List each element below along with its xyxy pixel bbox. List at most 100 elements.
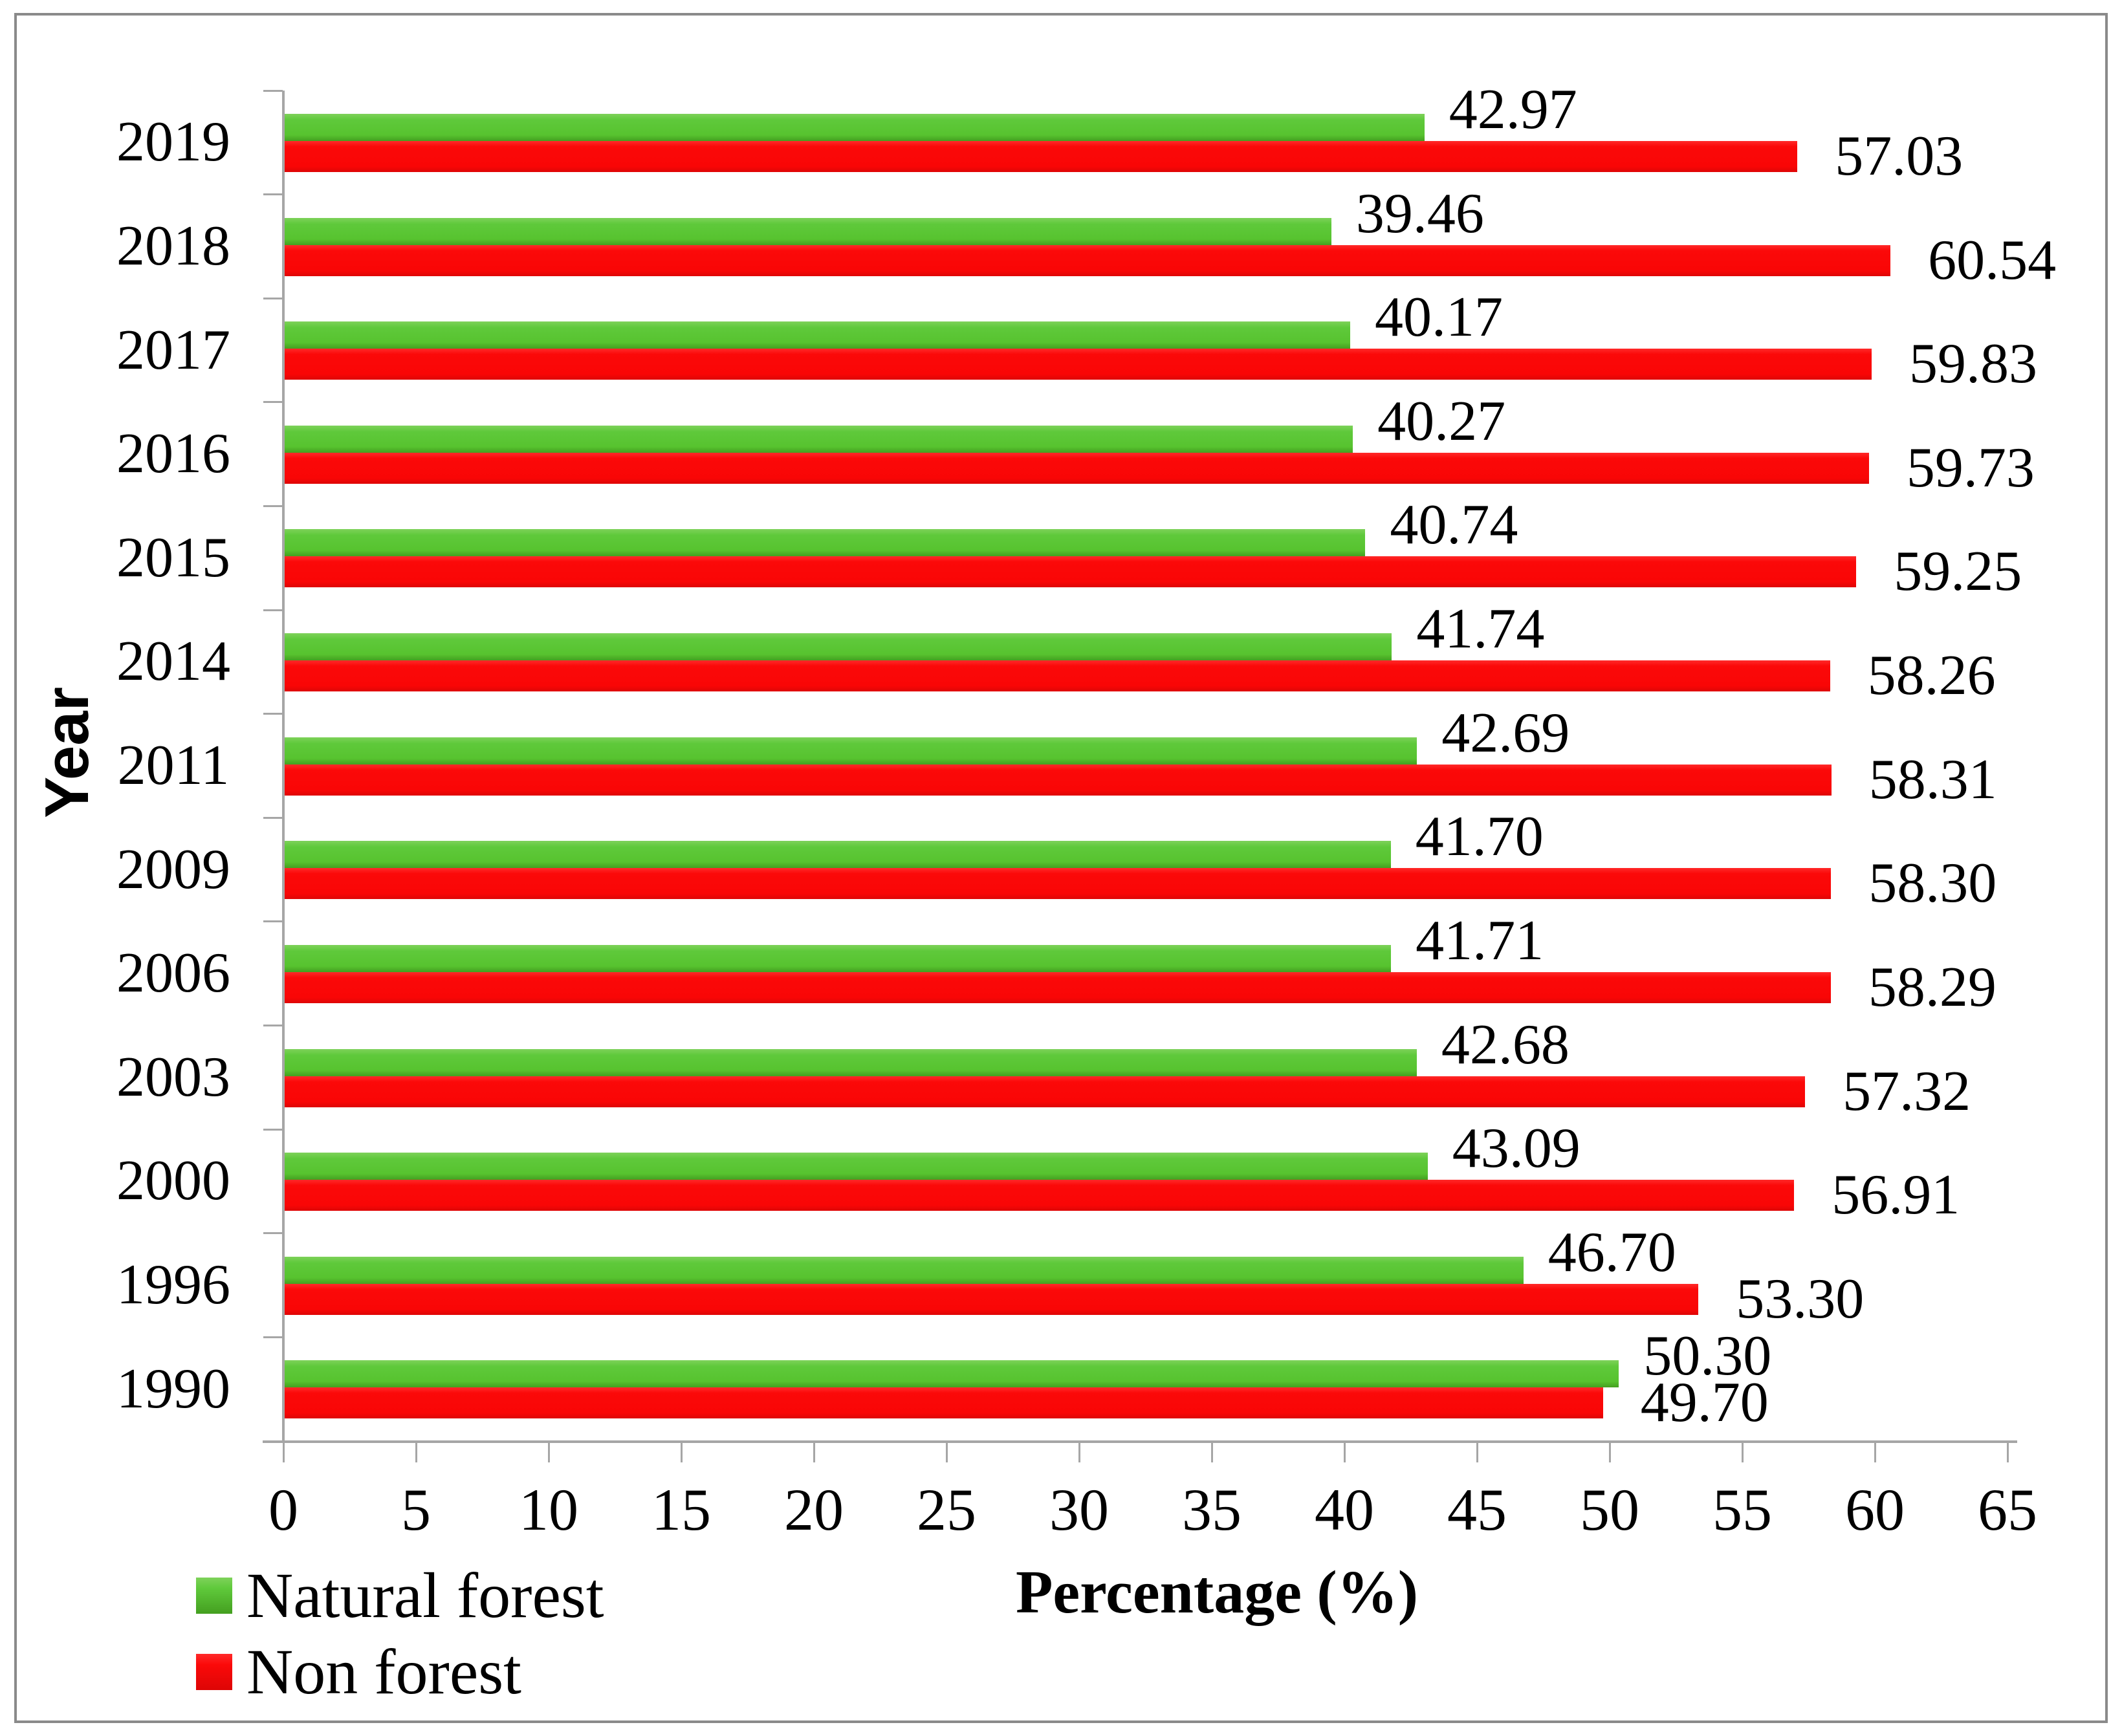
data-label-non-forest: 58.26 [1867,644,1996,708]
y-axis-category-label: 2014 [116,630,230,693]
x-axis-tick [415,1443,417,1462]
y-axis-tick [263,505,283,507]
data-label-non-forest: 60.54 [1928,228,2057,292]
y-axis-category-label: 2003 [116,1045,230,1109]
data-label-natural-forest: 40.27 [1377,389,1506,453]
y-axis-category-label: 2016 [116,422,230,486]
x-axis-tick-label: 35 [1182,1477,1241,1543]
data-label-non-forest: 56.91 [1832,1164,1960,1227]
x-axis-tick-label: 50 [1580,1477,1639,1543]
y-axis-category-label: 2000 [116,1149,230,1213]
x-axis-tick-label: 60 [1845,1477,1905,1543]
data-label-natural-forest: 43.09 [1452,1117,1581,1180]
data-label-non-forest: 49.70 [1640,1371,1769,1435]
x-axis-tick [945,1443,948,1462]
x-axis-tick [1874,1443,1876,1462]
data-label-natural-forest: 40.74 [1390,494,1518,557]
legend-swatch-non-forest [196,1654,232,1690]
bar-natural-forest [285,633,1392,661]
bar-natural-forest [285,841,1391,869]
y-axis-tick [263,1128,283,1131]
x-axis-tick-label: 20 [784,1477,844,1543]
data-label-non-forest: 59.73 [1906,436,2035,499]
x-axis-tick [813,1443,815,1462]
data-label-non-forest: 57.32 [1843,1059,1971,1123]
x-axis-tick [547,1443,550,1462]
y-axis-category-label: 2018 [116,214,230,277]
data-label-non-forest: 59.25 [1894,540,2022,603]
bar-non-forest [285,868,1832,900]
x-axis-line [263,1440,2017,1443]
bar-natural-forest [285,737,1417,765]
data-label-non-forest: 57.03 [1835,125,1963,188]
x-axis-tick [1078,1443,1080,1462]
data-label-natural-forest: 42.68 [1441,1013,1570,1076]
x-axis-tick [2006,1443,2009,1462]
bar-non-forest [285,349,1872,380]
y-axis-category-label: 2017 [116,318,230,382]
data-label-natural-forest: 42.69 [1441,701,1570,765]
legend-label-non-forest: Non forest [246,1636,521,1708]
y-axis-tick [263,1232,283,1235]
x-axis-tick-label: 55 [1712,1477,1772,1543]
y-axis-tick [263,401,283,404]
bar-non-forest [285,1387,1603,1419]
data-label-natural-forest: 46.70 [1548,1221,1676,1284]
legend-swatch-natural-forest [196,1578,232,1614]
bar-non-forest [285,971,1831,1003]
x-axis-tick-label: 45 [1447,1477,1507,1543]
bar-non-forest [285,452,1869,484]
y-axis-category-label: 2015 [116,526,230,589]
bar-non-forest [285,1283,1699,1315]
bar-natural-forest [285,529,1366,557]
bar-natural-forest [285,217,1331,245]
data-label-non-forest: 59.83 [1909,332,2038,396]
data-label-non-forest: 53.30 [1736,1267,1865,1330]
bar-natural-forest [285,1256,1524,1284]
y-axis-title: Year [32,687,102,818]
bar-non-forest [285,1076,1806,1107]
y-axis-tick [263,89,283,92]
bar-natural-forest [285,1360,1619,1388]
data-label-natural-forest: 40.17 [1374,286,1503,349]
x-axis-tick [1476,1443,1478,1462]
legend-item-non-forest: Non forest [196,1634,604,1710]
data-label-natural-forest: 42.97 [1449,78,1577,141]
y-axis-tick [263,1025,283,1027]
x-axis-tick-label: 25 [917,1477,976,1543]
x-axis-tick-label: 10 [519,1477,578,1543]
bar-non-forest [285,660,1830,692]
y-axis-category-label: 1990 [116,1357,230,1420]
y-axis-category-label: 2009 [116,838,230,901]
bar-non-forest [285,244,1891,276]
y-axis-tick [263,816,283,819]
x-axis-title: Percentage (%) [1016,1559,1419,1626]
bar-natural-forest [285,1048,1417,1076]
bar-natural-forest [285,1153,1428,1180]
y-axis-tick [263,193,283,196]
data-label-natural-forest: 41.70 [1415,805,1544,869]
bar-non-forest [285,141,1798,172]
x-axis-tick-label: 40 [1315,1477,1374,1543]
x-axis-tick [1210,1443,1213,1462]
y-axis-category-label: 2011 [117,734,230,797]
y-axis-category-label: 2006 [116,942,230,1005]
y-axis-tick [263,920,283,923]
bar-non-forest [285,556,1857,588]
x-axis-tick-label: 15 [651,1477,711,1543]
y-axis-tick [263,297,283,299]
data-label-non-forest: 58.31 [1868,748,1997,811]
y-axis-tick [263,1440,283,1442]
y-axis-tick [263,609,283,611]
x-axis-tick [1343,1443,1346,1462]
bar-natural-forest [285,944,1392,972]
data-label-natural-forest: 41.71 [1416,909,1544,972]
bar-non-forest [285,764,1832,796]
bar-natural-forest [285,114,1425,141]
y-axis-category-label: 1996 [116,1253,230,1317]
x-axis-tick [1741,1443,1744,1462]
data-label-non-forest: 58.30 [1868,852,1997,915]
x-axis-tick-label: 30 [1049,1477,1109,1543]
data-label-natural-forest: 41.74 [1416,598,1545,661]
y-axis-tick [263,713,283,715]
